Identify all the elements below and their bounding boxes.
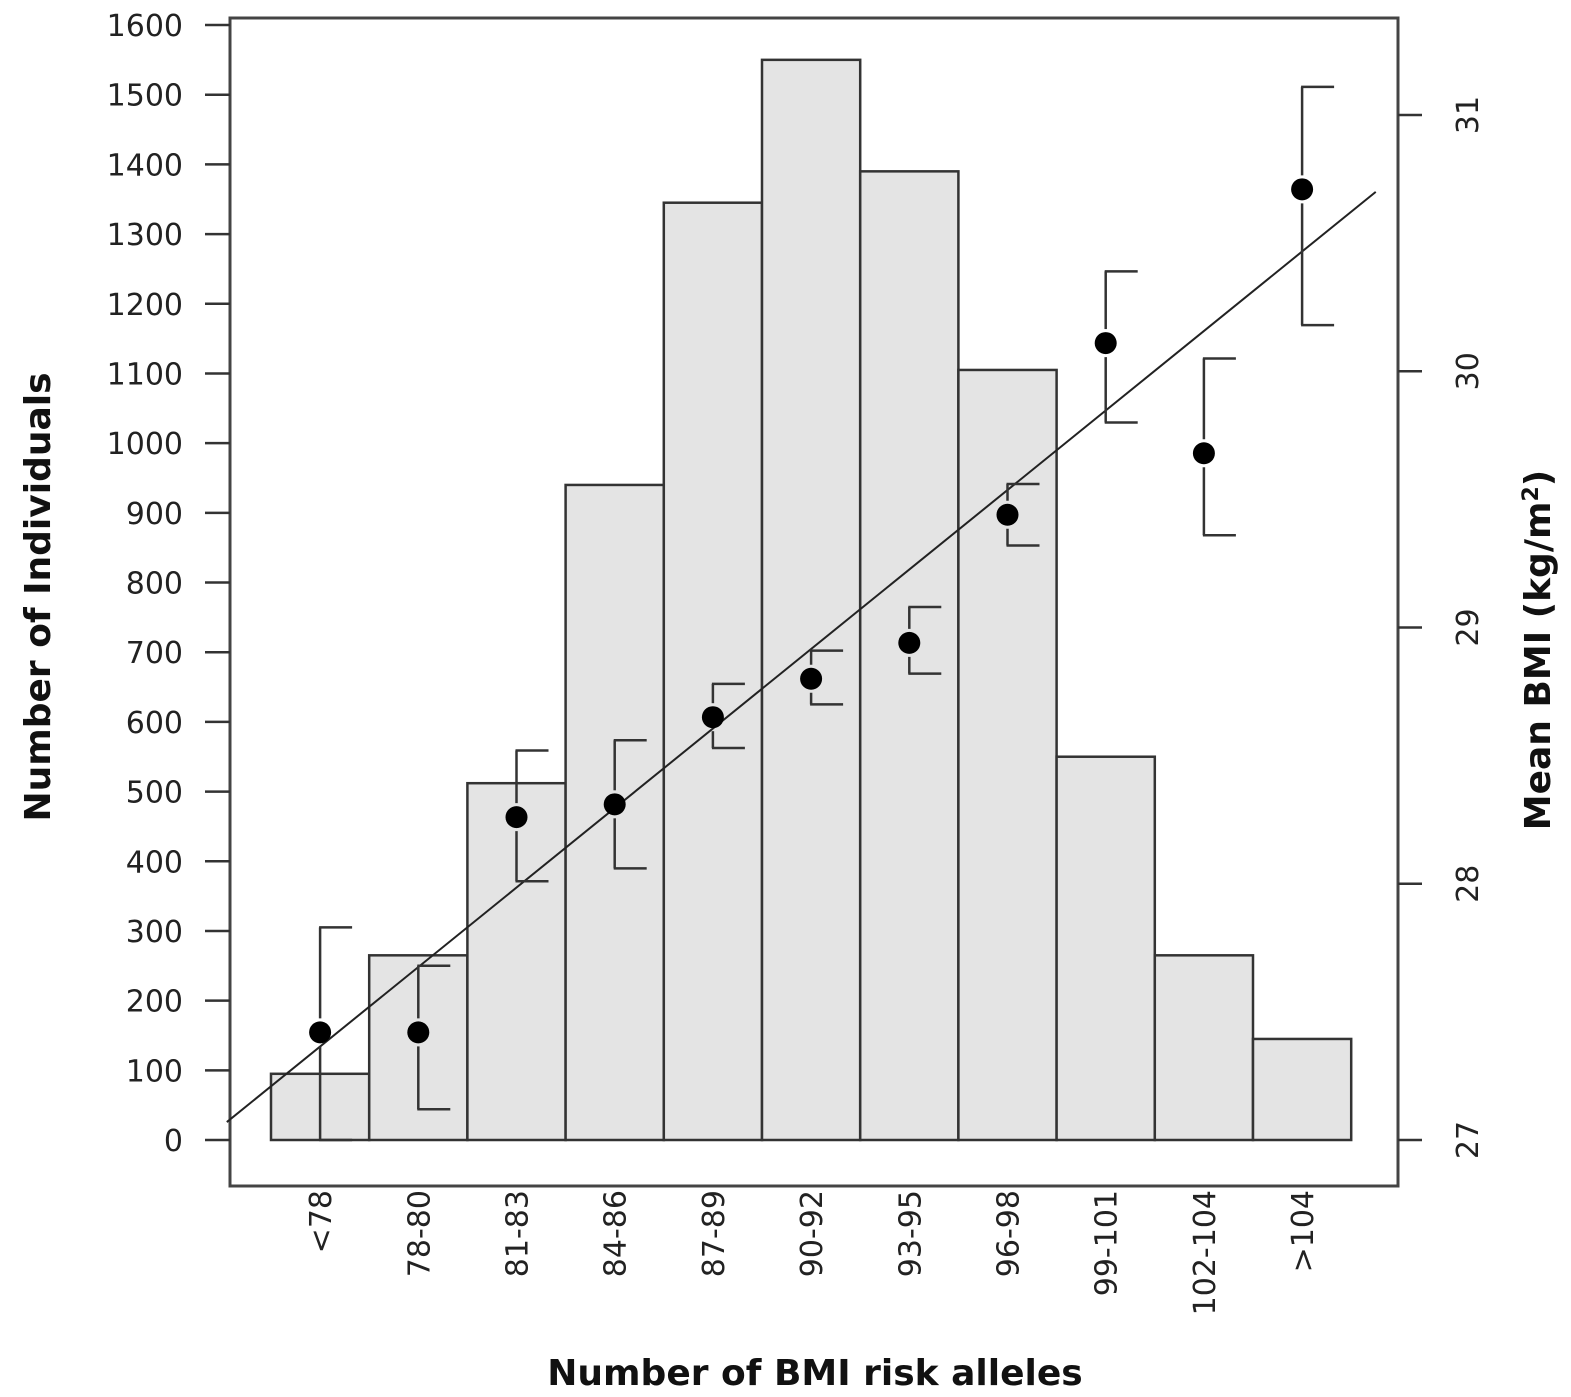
y-tick-label: 100 bbox=[126, 1054, 183, 1089]
y-tick-label: 700 bbox=[126, 636, 183, 671]
y-tick-label: 0 bbox=[164, 1124, 183, 1159]
bar-7 bbox=[957, 368, 1058, 1142]
y-tick-label: 1100 bbox=[107, 357, 183, 392]
x-axis: <78 78-80 81-83 84-86 87-89 90-92 93-95 96-98 99… bbox=[304, 1190, 1321, 1315]
y2-tick-label: 28 bbox=[1451, 865, 1486, 903]
bar-9 bbox=[1153, 954, 1255, 1142]
plot-frame bbox=[228, 16, 1400, 1188]
y-tick-label: 1600 bbox=[107, 9, 183, 44]
y2-tick-label: 31 bbox=[1451, 96, 1486, 134]
y2-axis-title: Mean BMI (kg/m2) bbox=[1518, 470, 1559, 830]
mean-point-7 bbox=[996, 503, 1019, 526]
y-tick-label: 1400 bbox=[107, 148, 183, 183]
mean-point-8 bbox=[1094, 332, 1117, 355]
y-tick-label: 1000 bbox=[107, 427, 183, 462]
y-tick-label: 200 bbox=[126, 985, 183, 1020]
x-tick-label: <78 bbox=[304, 1190, 339, 1253]
x-tick-label: >104 bbox=[1286, 1190, 1321, 1272]
y2-tick-label: 27 bbox=[1451, 1121, 1486, 1159]
y-tick-label: 1300 bbox=[107, 218, 183, 253]
x-axis-title: Number of BMI risk alleles bbox=[547, 1353, 1082, 1394]
mean-point-0 bbox=[309, 1021, 332, 1044]
y2-tick-label: 29 bbox=[1451, 608, 1486, 646]
bar-10 bbox=[1251, 1037, 1353, 1142]
mean-point-10 bbox=[1291, 178, 1314, 201]
mean-point-1 bbox=[407, 1021, 430, 1044]
y-tick-label: 600 bbox=[126, 706, 183, 741]
y2-axis-title-sup: 2 bbox=[1519, 486, 1544, 501]
y-tick-label: 800 bbox=[126, 567, 183, 602]
mean-point-9 bbox=[1192, 442, 1215, 465]
y-axis-title: Number of Individuals bbox=[18, 372, 59, 821]
x-tick-label: 87-89 bbox=[697, 1190, 732, 1277]
x-tick-label: 78-80 bbox=[402, 1190, 437, 1277]
left-y-axis: 0 100 200 300 400 500 600 700 800 900 1000 1100 1200… bbox=[107, 9, 230, 1159]
bars-layer bbox=[269, 58, 1353, 1142]
y2-axis-title-end: ) bbox=[1518, 470, 1559, 486]
x-tick-label: 99-101 bbox=[1090, 1190, 1125, 1296]
y-tick-label: 900 bbox=[126, 497, 183, 532]
bar-6 bbox=[858, 170, 960, 1142]
y-tick-label: 400 bbox=[126, 845, 183, 880]
y-tick-label: 300 bbox=[126, 915, 183, 950]
error-bars-layer bbox=[318, 85, 1335, 1142]
x-tick-label: 81-83 bbox=[501, 1190, 536, 1277]
mean-point-3 bbox=[603, 793, 626, 816]
mean-point-4 bbox=[701, 706, 724, 729]
y2-axis-title-main: Mean BMI (kg/m bbox=[1518, 502, 1559, 831]
y-tick-label: 500 bbox=[126, 776, 183, 811]
x-tick-label: 90-92 bbox=[795, 1190, 830, 1277]
x-tick-label: 102-104 bbox=[1188, 1190, 1223, 1315]
x-tick-label: 96-98 bbox=[992, 1190, 1027, 1277]
mean-points-layer bbox=[309, 178, 1314, 1044]
bar-4 bbox=[662, 201, 764, 1142]
right-y-axis: 27 28 29 30 31 bbox=[1398, 96, 1486, 1159]
mean-point-6 bbox=[898, 631, 921, 654]
y-tick-label: 1200 bbox=[107, 288, 183, 323]
bar-8 bbox=[1055, 755, 1157, 1142]
mean-point-5 bbox=[800, 667, 823, 690]
y-tick-label: 1500 bbox=[107, 79, 183, 114]
y2-tick-label: 30 bbox=[1451, 352, 1486, 390]
x-tick-label: 84-86 bbox=[599, 1190, 634, 1277]
bar-5 bbox=[760, 58, 862, 1142]
mean-point-2 bbox=[505, 806, 528, 829]
x-tick-label: 93-95 bbox=[893, 1190, 928, 1277]
